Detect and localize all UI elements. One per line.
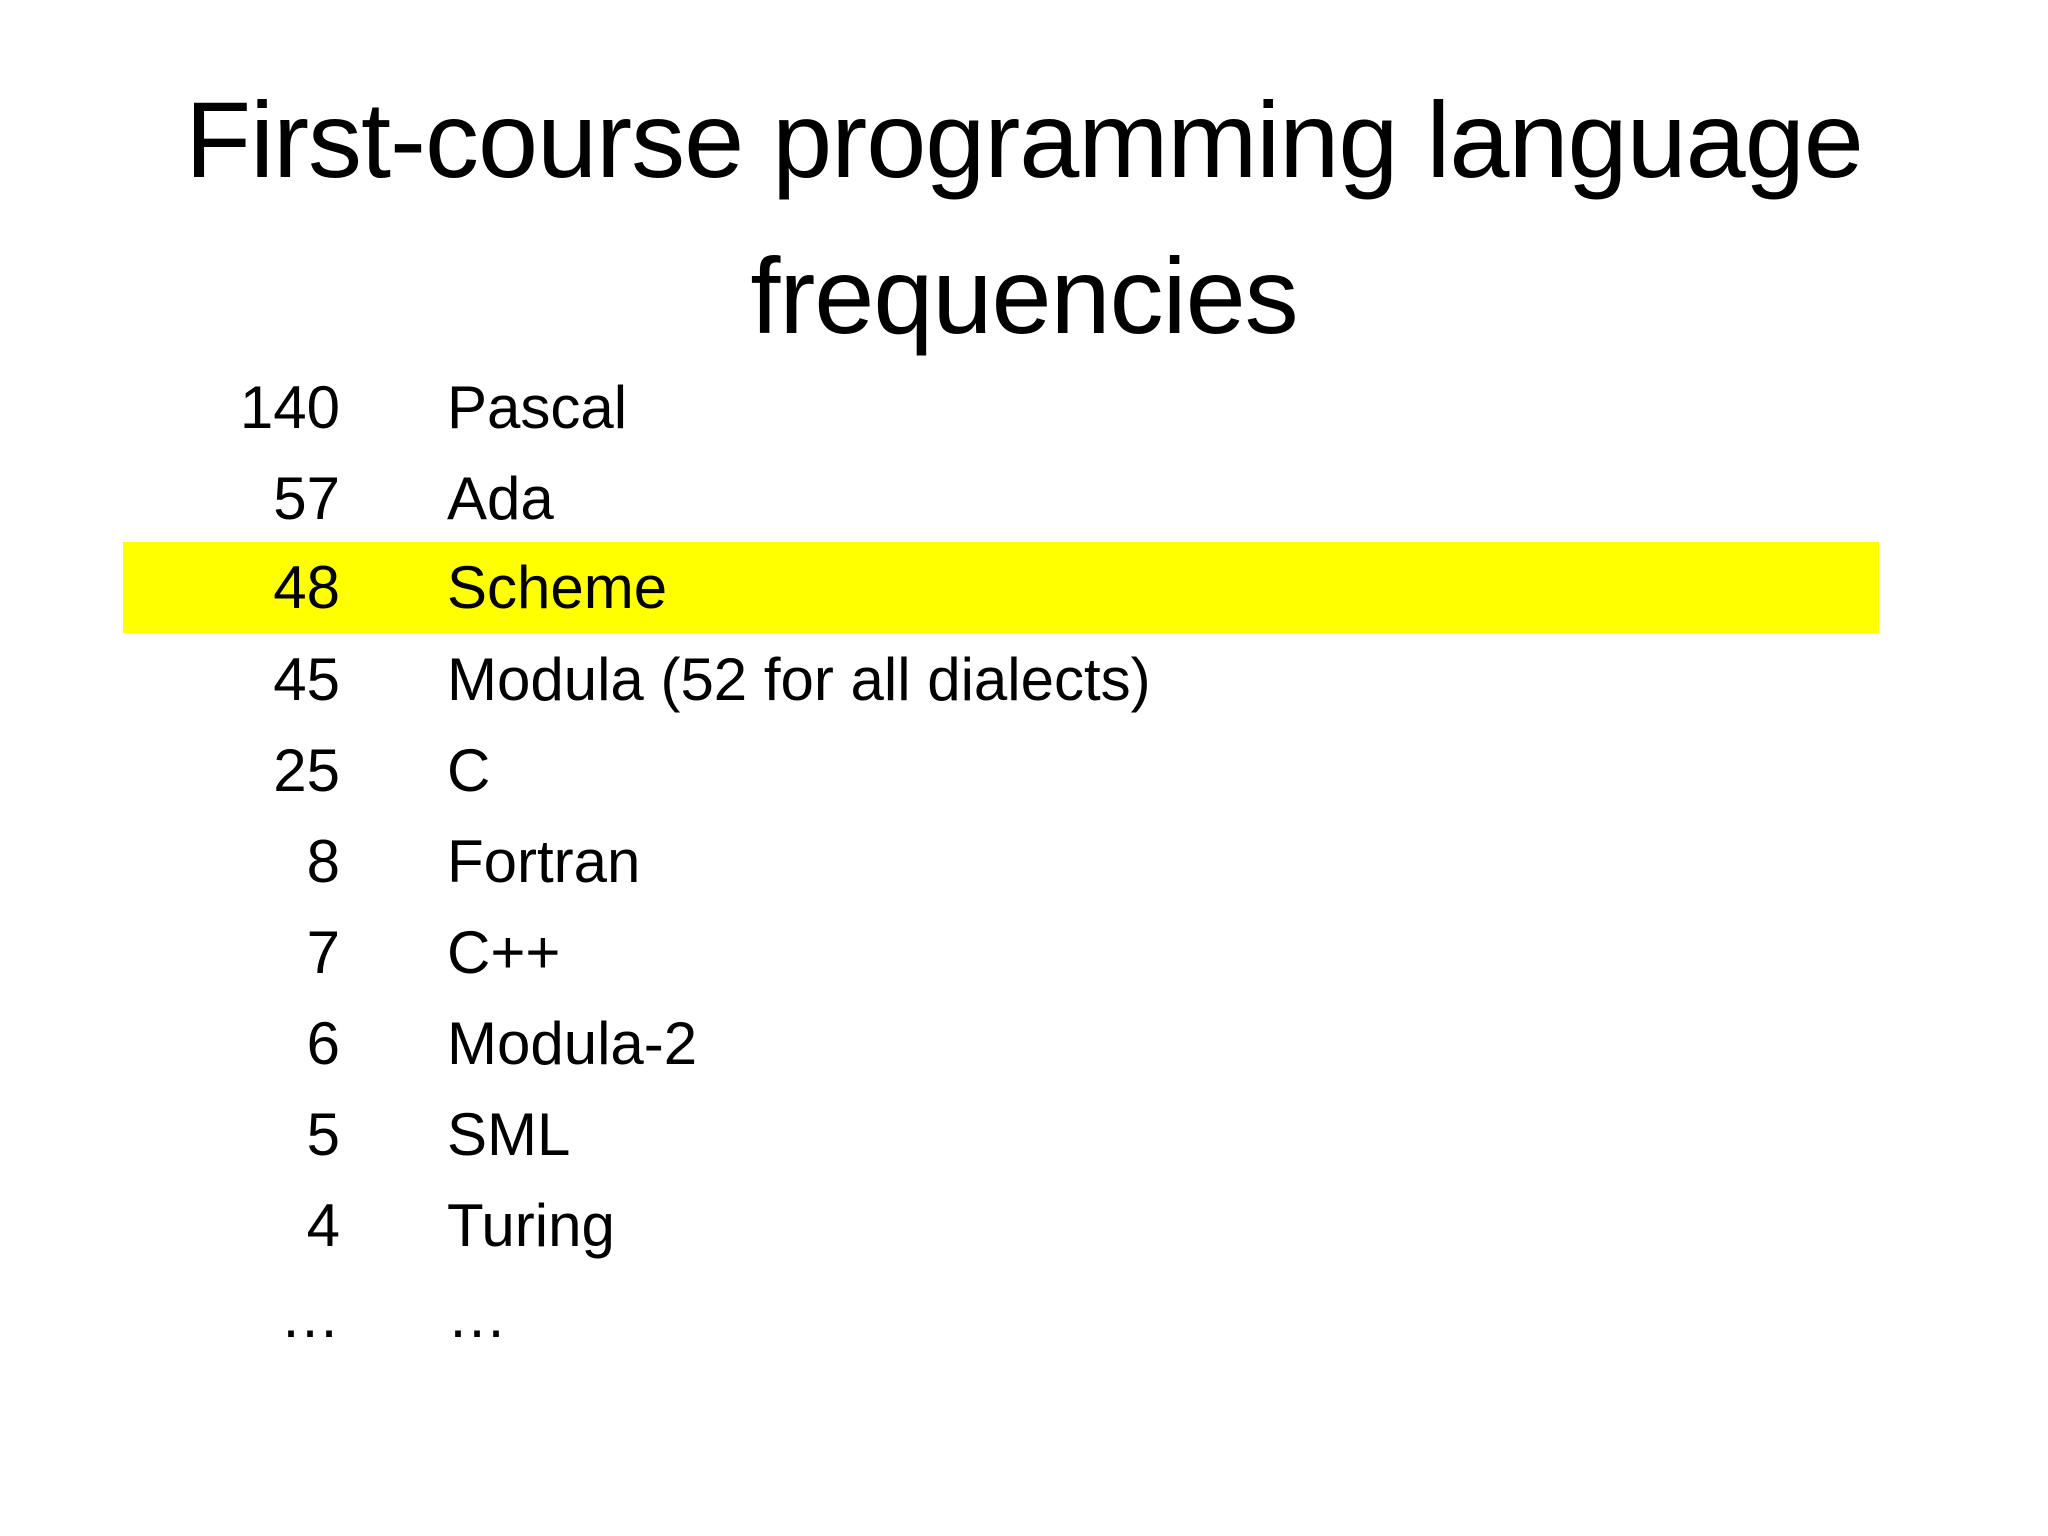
frequency-count: … — [280, 1283, 340, 1350]
table-row: 25 C — [0, 725, 2048, 816]
frequency-count: 7 — [306, 919, 340, 986]
frequency-count: 4 — [306, 1192, 340, 1259]
frequency-count: 25 — [273, 737, 340, 804]
language-name: Scheme — [447, 554, 668, 621]
table-row: 7 C++ — [0, 907, 2048, 998]
language-name: Pascal — [447, 374, 628, 441]
language-name: C — [447, 737, 491, 804]
table-row-highlighted: 48 Scheme — [0, 542, 2048, 633]
frequency-count: 8 — [306, 828, 340, 895]
frequency-count: 57 — [273, 465, 340, 532]
table-row: 4 Turing — [0, 1180, 2048, 1271]
table-row: 45 Modula (52 for all dialects) — [0, 634, 2048, 725]
table-row: … … — [0, 1271, 2048, 1362]
frequency-count: 6 — [306, 1010, 340, 1077]
language-name: Modula (52 for all dialects) — [447, 646, 1151, 713]
table-row: 8 Fortran — [0, 816, 2048, 907]
frequency-count: 45 — [273, 646, 340, 713]
language-name: Fortran — [447, 828, 641, 895]
language-name: Ada — [447, 465, 554, 532]
table-row: 5 SML — [0, 1089, 2048, 1180]
language-name: Modula-2 — [447, 1010, 698, 1077]
table-row: 57 Ada — [0, 453, 2048, 544]
frequency-count: 140 — [239, 374, 340, 441]
frequency-count: 48 — [273, 554, 340, 621]
language-name: SML — [447, 1101, 571, 1168]
language-name: Turing — [447, 1192, 615, 1259]
table-row: 140 Pascal — [0, 362, 2048, 453]
frequency-count: 5 — [306, 1101, 340, 1168]
language-name: C++ — [447, 919, 561, 986]
row-highlight — [123, 542, 1879, 633]
slide-title: First-course programming language freque… — [185, 79, 1864, 356]
language-name: … — [447, 1283, 507, 1350]
table-row: 6 Modula-2 — [0, 998, 2048, 1089]
